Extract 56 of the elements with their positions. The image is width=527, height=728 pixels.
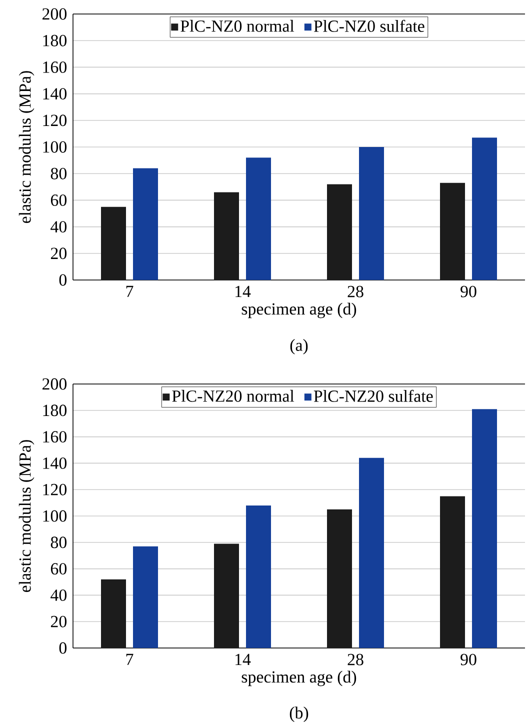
y-tick-label: 180 (43, 34, 67, 46)
y-tick-label: 140 (43, 457, 67, 469)
bar (246, 158, 271, 280)
bar (327, 184, 352, 280)
y-tick-label: 0 (59, 274, 67, 286)
x-tick-label: 28 (348, 286, 364, 298)
bar (440, 496, 466, 648)
y-axis-title: elastic modulus (MPa) (18, 440, 34, 592)
bar (133, 168, 158, 280)
x-tick-label: 14 (236, 286, 251, 298)
bar (214, 192, 239, 280)
y-tick-label: 20 (50, 616, 67, 628)
x-tick-label: 90 (460, 286, 476, 298)
y-tick-label: 200 (42, 8, 67, 20)
x-tick-label: 28 (348, 654, 364, 666)
text: (a) (290, 339, 308, 354)
y-tick-label: 180 (43, 404, 67, 416)
y-axis-title: elastic modulus (MPa) (18, 71, 34, 224)
y-tick-label: 40 (50, 221, 67, 233)
bar (359, 458, 384, 648)
x-tick-label: 14 (236, 654, 251, 666)
bar (472, 409, 498, 648)
y-tick-label: 60 (50, 194, 67, 206)
y-tick-label: 80 (50, 536, 67, 548)
x-tick-label: 90 (460, 654, 476, 666)
legend-label: PlC-NZ20 sulfate (314, 390, 433, 402)
x-tick-label: 7 (126, 286, 134, 297)
bar (101, 206, 126, 280)
y-tick-label: 200 (42, 378, 67, 390)
bar (133, 546, 158, 648)
y-tick-label: 100 (43, 141, 67, 153)
y-tick-label: 160 (43, 61, 67, 73)
legend-label: PlC-NZ20 normal (172, 390, 294, 402)
bar (359, 146, 384, 280)
y-tick-label: 80 (50, 168, 67, 180)
text: (b) (290, 706, 308, 722)
y-tick-label: 0 (59, 642, 67, 654)
x-axis-title: specimen age (d) (242, 670, 356, 686)
y-tick-label: 120 (43, 114, 67, 126)
bar (440, 182, 466, 280)
y-tick-label: 160 (43, 431, 67, 443)
y-tick-label: 40 (50, 589, 67, 601)
x-tick-label: 7 (126, 654, 134, 665)
y-tick-label: 20 (50, 248, 67, 260)
legend-label: PlC-NZ0 normal (180, 20, 294, 32)
x-axis-title: specimen age (d) (242, 302, 356, 318)
bar (214, 544, 239, 648)
y-tick-label: 100 (43, 510, 67, 522)
y-tick-label: 120 (43, 484, 67, 496)
legend-label: PlC-NZ0 sulfate (314, 20, 424, 32)
bar (101, 579, 126, 648)
y-tick-label: 60 (50, 563, 67, 575)
y-tick-label: 140 (43, 88, 67, 100)
bar (472, 138, 498, 280)
bar (246, 505, 271, 648)
bar (327, 509, 352, 648)
